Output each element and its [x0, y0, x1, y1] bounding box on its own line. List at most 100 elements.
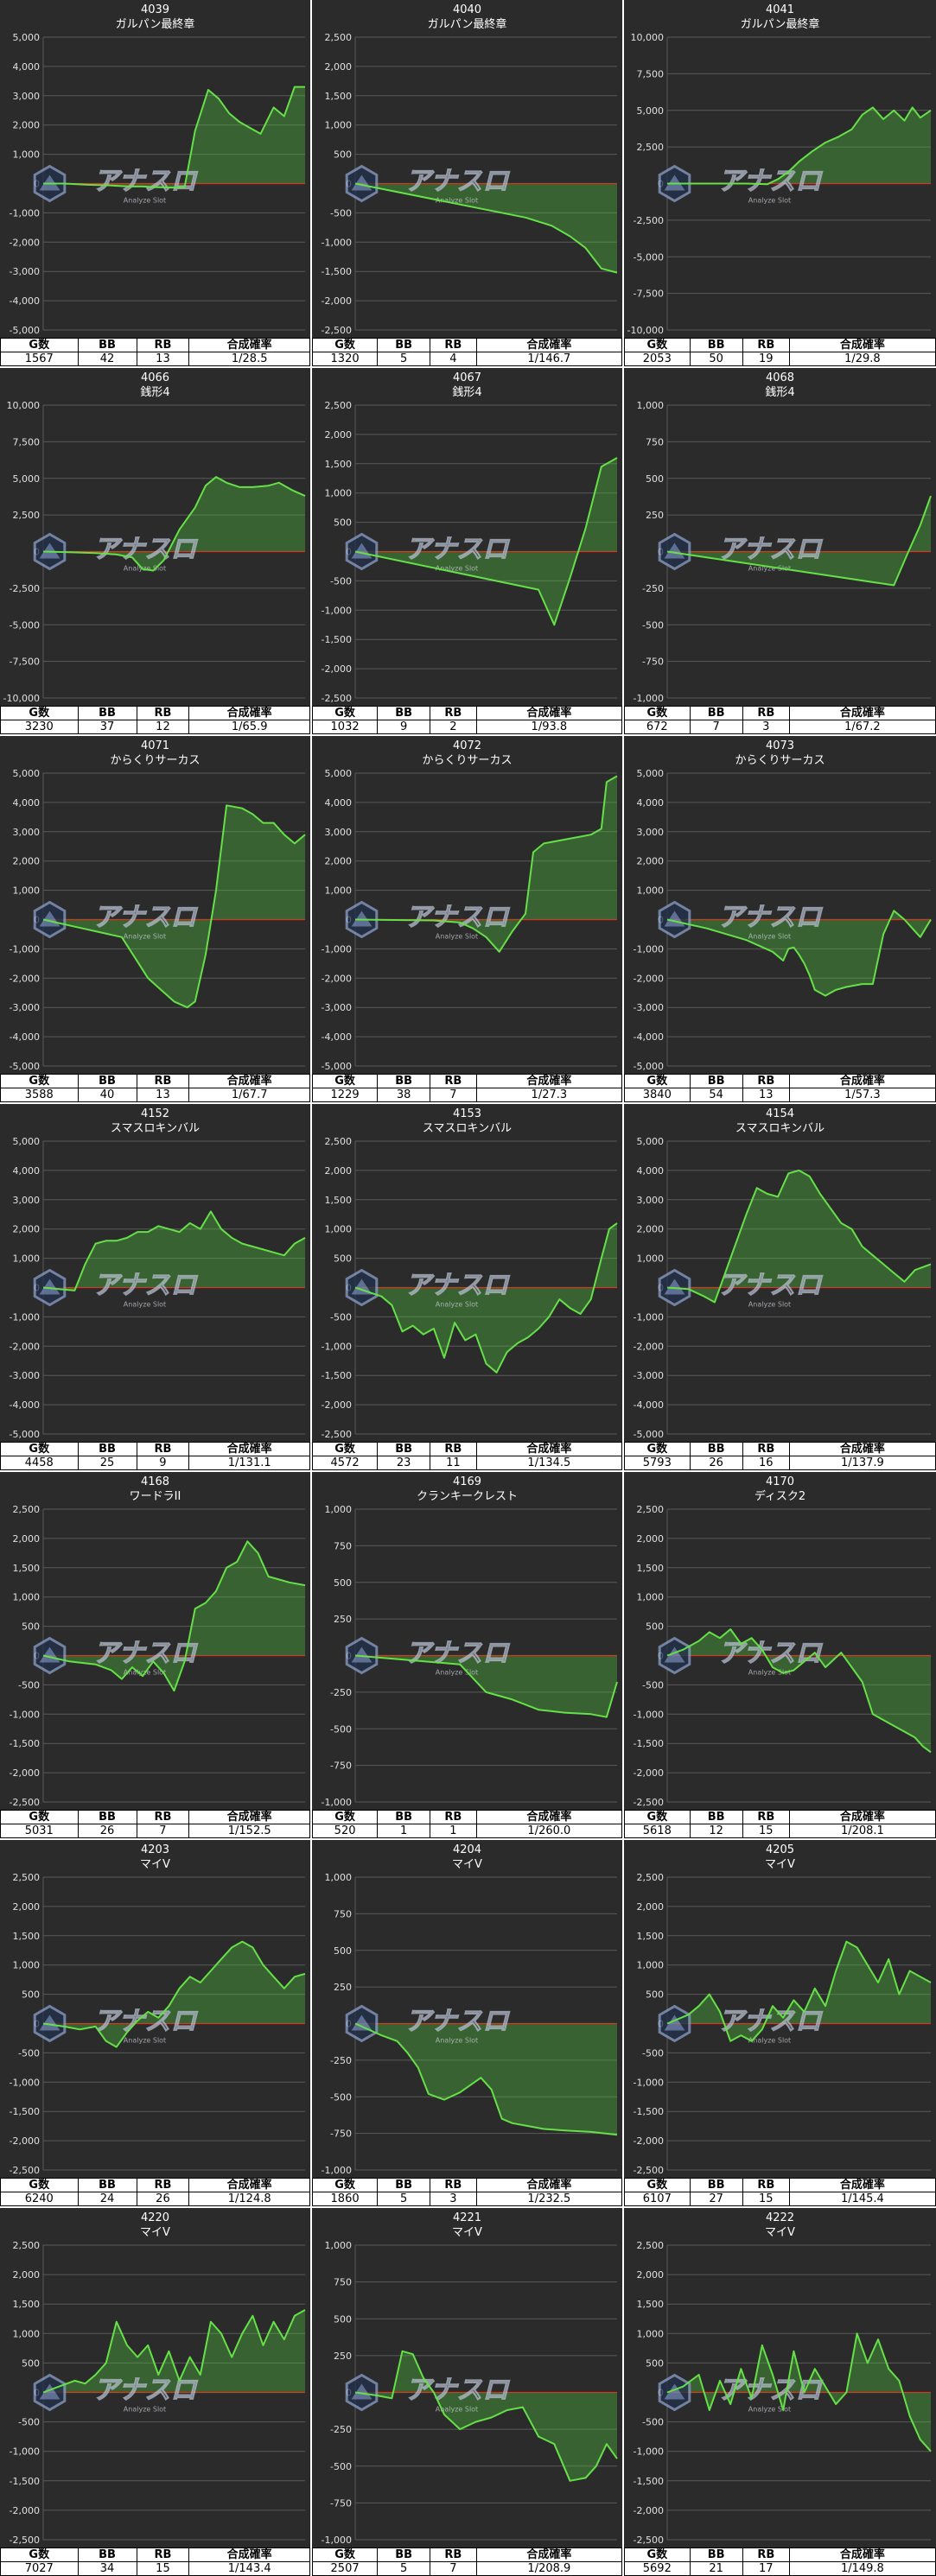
y-tick-label: -5,000 — [10, 1429, 40, 1440]
machine-chart-panel: 4067銭形42,5002,0001,5001,0005000-500-1,00… — [312, 368, 622, 734]
y-tick-label: 1,500 — [637, 1931, 665, 1942]
y-tick-label: -2,000 — [10, 2135, 40, 2147]
y-tick-label: -750 — [330, 1761, 352, 1772]
chart-svg: 4220マイV2,5002,0001,5001,0005000-500-1,00… — [10, 2211, 306, 2546]
rb-value: 4 — [430, 352, 477, 366]
rb-header: RB — [742, 2547, 790, 2562]
y-tick-label: 5,000 — [13, 1136, 41, 1147]
rb-value: 15 — [742, 2192, 790, 2206]
games-value: 3230 — [0, 720, 79, 734]
machine-name: マイV — [140, 1858, 170, 1871]
y-tick-label: -750 — [330, 2497, 352, 2509]
logo-mark-icon — [351, 2383, 372, 2400]
series-line — [354, 457, 618, 626]
watermark-brand: アナスロ — [718, 535, 823, 565]
rb-header: RB — [742, 1074, 790, 1088]
games-header: G数 — [624, 1442, 691, 1456]
y-tick-label: 1,000 — [637, 1960, 665, 1971]
y-tick-label: 1,000 — [637, 885, 665, 897]
y-tick-label: 1,500 — [13, 2299, 41, 2310]
y-tick-label: -500 — [642, 2417, 664, 2428]
y-tick-label: 2,500 — [13, 1872, 41, 1883]
y-tick-label: -10,000 — [627, 325, 664, 336]
stats-table: G数 BB RB 合成確率 5031 26 7 1/152.5 — [0, 1810, 310, 1838]
stats-table: G数 BB RB 合成確率 1860 5 3 1/232.5 — [312, 2178, 622, 2206]
machine-chart-panel: 4071からくりサーカス5,0004,0003,0002,0001,0000-1… — [0, 736, 310, 1102]
y-tick-label: 1,500 — [637, 2299, 665, 2310]
watermark-tagline: Analyze Slot — [436, 197, 478, 205]
y-tick-label: 10,000 — [631, 32, 665, 43]
chart-svg: 4221マイV1,0007505002500-250-500-750-1,000… — [322, 2211, 618, 2546]
machine-number: 4170 — [766, 1475, 794, 1488]
games-value: 1229 — [312, 1088, 379, 1102]
machine-number: 4203 — [141, 1843, 169, 1856]
rb-value: 9 — [136, 1456, 190, 1470]
prob-value: 1/65.9 — [188, 720, 310, 734]
y-tick-label: -500 — [642, 619, 664, 631]
games-header: G数 — [624, 706, 691, 720]
games-value: 3840 — [624, 1088, 691, 1102]
y-tick-label: -2,500 — [634, 1797, 664, 1808]
games-value: 2053 — [624, 352, 691, 366]
rb-value: 13 — [742, 1088, 790, 1102]
stats-table: G数 BB RB 合成確率 3230 37 12 1/65.9 — [0, 706, 310, 734]
bb-header: BB — [77, 1074, 137, 1088]
y-tick-label: 2,000 — [637, 856, 665, 867]
watermark-brand: アナスロ — [405, 1271, 510, 1301]
y-tick-label: 2,500 — [13, 1504, 41, 1515]
bb-header: BB — [689, 1442, 743, 1456]
y-tick-label: 250 — [334, 2351, 352, 2362]
prob-header: 合成確率 — [188, 706, 310, 720]
bb-value: 34 — [77, 2561, 137, 2576]
watermark-brand: アナスロ — [93, 2376, 198, 2406]
games-header: G数 — [312, 1442, 379, 1456]
machine-name: スマスロキンバル — [111, 1122, 200, 1135]
watermark-brand: アナスロ — [93, 2007, 198, 2037]
games-value: 1567 — [0, 352, 79, 366]
watermark-tagline: Analyze Slot — [436, 2406, 478, 2414]
y-tick-label: -1,500 — [10, 1738, 40, 1749]
y-tick-label: -1,000 — [634, 2077, 664, 2088]
machine-number: 4205 — [766, 1843, 794, 1856]
watermark-tagline: Analyze Slot — [124, 2406, 166, 2414]
prob-value: 1/134.5 — [475, 1456, 622, 1470]
bb-header: BB — [377, 1810, 431, 1824]
machine-number: 4041 — [766, 3, 794, 16]
stats-table: G数 BB RB 合成確率 5618 12 15 1/208.1 — [624, 1810, 936, 1838]
y-tick-label: 3,000 — [13, 91, 41, 102]
y-tick-label: -3,000 — [634, 1370, 664, 1381]
games-value: 520 — [312, 1824, 379, 1838]
machine-name: ガルパン最終章 — [741, 17, 820, 31]
series-area — [667, 1170, 931, 1303]
logo-mark-icon — [351, 910, 372, 927]
series-area — [667, 910, 931, 996]
stats-table: G数 BB RB 合成確率 1229 38 7 1/27.3 — [312, 1074, 622, 1102]
bb-value: 38 — [377, 1088, 431, 1102]
y-tick-label: -2,000 — [322, 1399, 352, 1411]
bb-value: 40 — [77, 1088, 137, 1102]
y-tick-label: 2,000 — [637, 1901, 665, 1913]
prob-value: 1/57.3 — [788, 1088, 936, 1102]
rb-header: RB — [136, 1074, 190, 1088]
y-tick-label: -1,000 — [634, 1709, 664, 1720]
y-tick-label: -250 — [330, 2424, 352, 2435]
watermark-tagline: Analyze Slot — [748, 197, 791, 205]
y-tick-label: -2,000 — [322, 295, 352, 307]
bb-header: BB — [689, 2178, 743, 2192]
machine-number: 4068 — [766, 371, 794, 384]
prob-value: 1/124.8 — [188, 2192, 310, 2206]
games-header: G数 — [0, 338, 79, 352]
bb-header: BB — [689, 1074, 743, 1088]
y-tick-label: -1,000 — [634, 693, 664, 704]
y-tick-label: 750 — [334, 2277, 352, 2288]
y-tick-label: -3,000 — [634, 1002, 664, 1013]
chart-svg: 4039ガルパン最終章5,0004,0003,0002,0001,0000-1,… — [10, 3, 305, 336]
y-tick-label: 1,000 — [325, 1504, 353, 1515]
series-line — [42, 1940, 306, 2048]
logo-mark-icon — [664, 1278, 685, 1295]
machine-number: 4073 — [766, 739, 794, 752]
y-tick-label: -250 — [330, 1687, 352, 1698]
games-value: 1320 — [312, 352, 379, 366]
prob-header: 合成確率 — [475, 1442, 622, 1456]
y-tick-label: 2,000 — [13, 120, 41, 131]
